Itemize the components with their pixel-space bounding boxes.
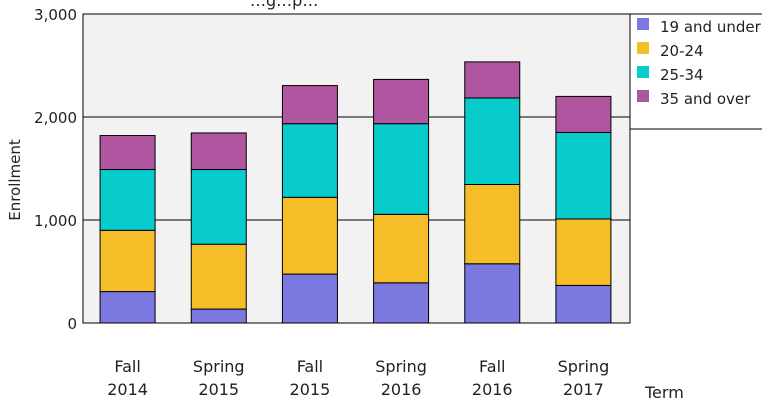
bar-segment <box>464 263 521 324</box>
bar-segment <box>190 132 247 171</box>
x-tick-label: 2014 <box>107 380 148 399</box>
bar-segment <box>281 273 338 324</box>
legend-swatch <box>637 66 649 78</box>
bar-segment <box>281 123 338 198</box>
x-tick-label: Fall <box>479 357 505 376</box>
bar-segment <box>464 61 521 99</box>
gridlines <box>83 116 630 221</box>
x-tick-label: 2016 <box>472 380 513 399</box>
plot-area <box>82 13 631 324</box>
x-tick-label: 2017 <box>563 380 604 399</box>
bar-segment <box>99 169 156 231</box>
bar-segment <box>190 308 247 324</box>
bar-segment <box>281 85 338 125</box>
legend-label: 25-34 <box>660 66 704 84</box>
x-tick-label: 2015 <box>198 380 239 399</box>
y-tick-labels: 0 1,000 2,000 3,000 <box>34 6 77 333</box>
x-axis-label: Term <box>644 383 684 402</box>
bar-segment <box>99 135 156 171</box>
legend-label: 35 and over <box>660 90 751 108</box>
legend-swatch <box>637 42 649 54</box>
x-tick-labels: Fall 2014 Spring 2015 Fall 2015 Spring 2016 Fall… <box>107 357 609 399</box>
legend-swatch <box>637 90 649 102</box>
y-tick-label: 0 <box>67 315 77 333</box>
bar-segment <box>555 95 612 133</box>
x-tick-label: 2016 <box>381 380 422 399</box>
bar-segment <box>99 291 156 324</box>
bar-segment <box>190 243 247 310</box>
y-tick-label: 1,000 <box>34 212 77 230</box>
legend: 19 and under 20-24 25-34 35 and over <box>629 13 762 130</box>
x-tick-label: 2015 <box>290 380 331 399</box>
legend-label: 19 and under <box>660 18 762 36</box>
x-tick-label: Spring <box>558 357 610 376</box>
bar-segment <box>555 284 612 324</box>
legend-swatch <box>637 18 649 30</box>
y-axis-label: Enrollment <box>6 139 24 221</box>
bar-segment <box>99 229 156 293</box>
bar-segment <box>190 169 247 245</box>
bar-segment <box>464 97 521 185</box>
x-tick-label: Fall <box>114 357 140 376</box>
bar-segment <box>373 78 430 125</box>
x-tick-label: Fall <box>297 357 323 376</box>
bar-segment <box>555 218 612 286</box>
bar-segment <box>555 131 612 220</box>
chart-title-partial: …g…p… <box>250 0 318 10</box>
bar-segment <box>373 282 430 324</box>
bar-segment <box>281 196 338 275</box>
x-tick-label: Spring <box>193 357 245 376</box>
y-tick-label: 3,000 <box>34 6 77 24</box>
legend-box <box>629 13 762 130</box>
bar-segment <box>373 213 430 284</box>
legend-label: 20-24 <box>660 42 704 60</box>
bar-segment <box>373 123 430 215</box>
x-tick-label: Spring <box>375 357 427 376</box>
bar-segment <box>464 183 521 265</box>
y-tick-label: 2,000 <box>34 109 77 127</box>
bars <box>99 61 612 324</box>
